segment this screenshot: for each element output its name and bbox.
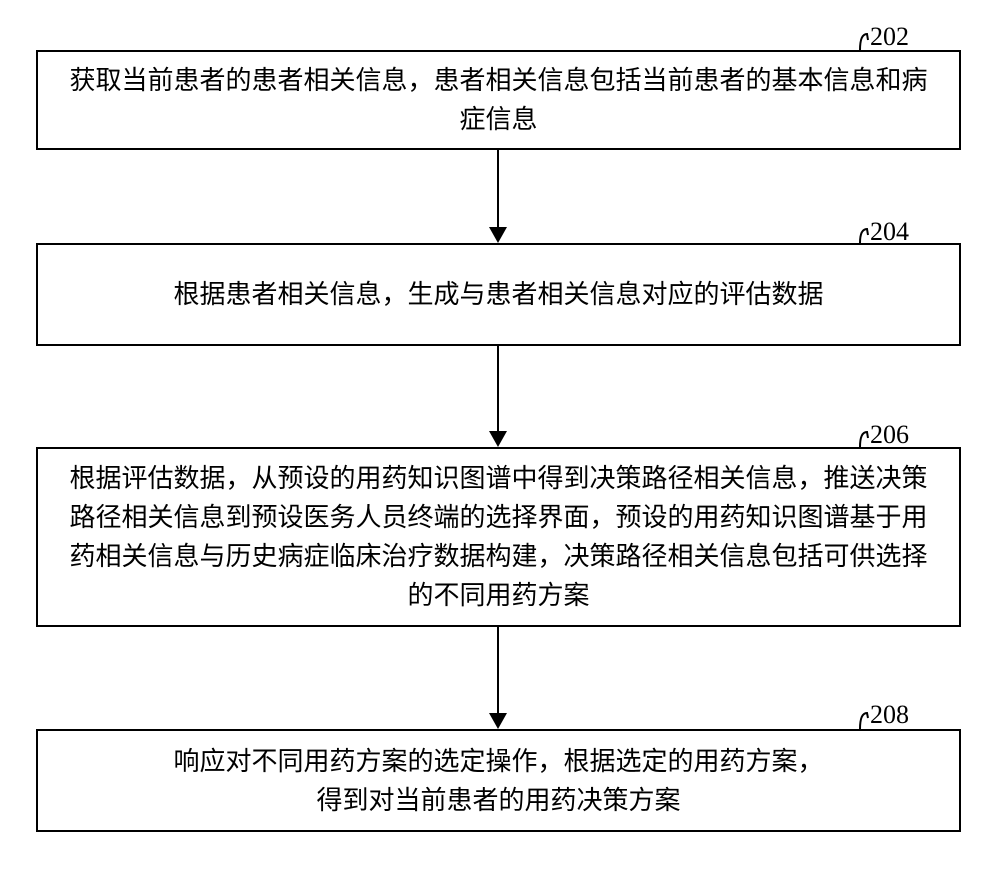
flow-step-text: 响应对不同用药方案的选定操作，根据选定的用药方案， 得到对当前患者的用药决策方案 bbox=[173, 742, 823, 820]
step-label-206: 206 bbox=[870, 420, 909, 450]
step-label-204: 204 bbox=[870, 217, 909, 247]
step-label-208: 208 bbox=[870, 700, 909, 730]
flow-step-204: 根据患者相关信息，生成与患者相关信息对应的评估数据 bbox=[36, 243, 961, 346]
flow-step-text: 根据评估数据，从预设的用药知识图谱中得到决策路径相关信息，推送决策路径相关信息到… bbox=[58, 459, 939, 615]
flow-step-text: 获取当前患者的患者相关信息，患者相关信息包括当前患者的基本信息和病症信息 bbox=[58, 61, 939, 139]
flow-step-206: 根据评估数据，从预设的用药知识图谱中得到决策路径相关信息，推送决策路径相关信息到… bbox=[36, 447, 961, 627]
step-label-202: 202 bbox=[870, 22, 909, 52]
flow-step-202: 获取当前患者的患者相关信息，患者相关信息包括当前患者的基本信息和病症信息 bbox=[36, 50, 961, 150]
flow-step-208: 响应对不同用药方案的选定操作，根据选定的用药方案， 得到对当前患者的用药决策方案 bbox=[36, 729, 961, 832]
flow-step-text: 根据患者相关信息，生成与患者相关信息对应的评估数据 bbox=[173, 275, 823, 314]
